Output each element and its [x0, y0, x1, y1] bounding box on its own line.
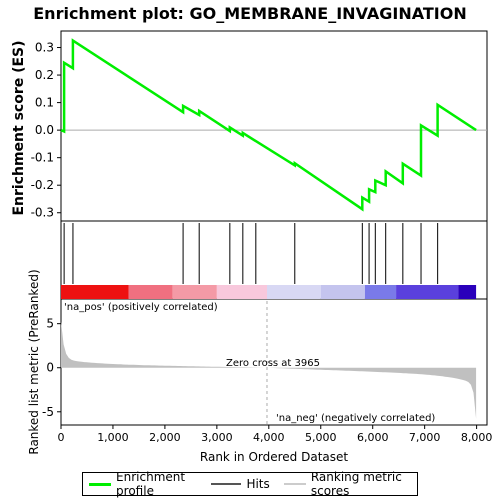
color-bar-segment-4	[267, 285, 321, 299]
ranking-metric-fill	[61, 322, 476, 419]
legend-label-ranking: Ranking metric scores	[311, 470, 409, 498]
legend: Enrichment profile Hits Ranking metric s…	[82, 472, 418, 496]
green-line-icon	[89, 483, 111, 486]
es-y-tick-label-1: -0.2	[31, 178, 54, 192]
color-bar-segment-8	[458, 285, 476, 299]
x-tick-label-5: 5,000	[305, 431, 337, 444]
gray-line-icon	[284, 483, 306, 485]
es-y-axis-ticks: -0.3 -0.2 -0.1 0.0 0.1 0.2 0.3	[31, 41, 61, 220]
x-tick-label-3: 3,000	[201, 431, 233, 444]
x-tick-label-8: 8,000	[461, 431, 493, 444]
legend-item-enrichment: Enrichment profile	[89, 470, 197, 498]
x-tick-label-7: 7,000	[409, 431, 441, 444]
zero-cross-label: Zero cross at 3965	[226, 358, 320, 369]
x-tick-label-0: 0	[58, 431, 65, 444]
black-line-icon	[211, 483, 241, 485]
metric-y-axis-ticks: -5 0 5	[42, 317, 61, 419]
es-y-tick-label-4: 0.1	[35, 96, 54, 110]
es-y-tick-label-6: 0.3	[35, 41, 54, 55]
metric-y-tick-label-0: -5	[42, 405, 54, 419]
x-axis-label: Rank in Ordered Dataset	[200, 450, 348, 464]
legend-label-enrichment: Enrichment profile	[116, 470, 197, 498]
x-tick-label-2: 2,000	[149, 431, 181, 444]
es-y-tick-label-5: 0.2	[35, 68, 54, 82]
enrichment-profile-line	[61, 41, 476, 210]
es-y-axis-label: Enrichment score (ES)	[11, 40, 27, 215]
es-y-tick-label-0: -0.3	[31, 206, 54, 220]
ranking-metric-area	[61, 322, 476, 419]
legend-label-hits: Hits	[246, 477, 269, 491]
metric-y-tick-label-1: 0	[46, 361, 54, 375]
metric-y-axis-label: Ranked list metric (PreRanked)	[27, 269, 41, 454]
hit-markers	[64, 223, 438, 284]
legend-item-hits: Hits	[211, 477, 269, 491]
x-tick-label-1: 1,000	[97, 431, 129, 444]
x-tick-label-6: 6,000	[357, 431, 389, 444]
pos-correlated-label: 'na_pos' (positively correlated)	[64, 302, 218, 313]
x-axis-ticks: 0 1,000 2,000 3,000 4,000 5,000 6,000 7,000 8,00…	[58, 425, 493, 444]
ranking-color-bar	[61, 285, 476, 299]
enrichment-profile-path	[61, 41, 476, 210]
x-tick-label-4: 4,000	[253, 431, 285, 444]
chart-title: Enrichment plot: GO_MEMBRANE_INVAGINATIO…	[33, 4, 466, 23]
metric-y-tick-label-2: 5	[46, 317, 54, 331]
color-bar-segment-5	[321, 285, 365, 299]
neg-correlated-label: 'na_neg' (negatively correlated)	[276, 413, 435, 424]
color-bar-segment-6	[365, 285, 396, 299]
color-bar-segment-2	[173, 285, 217, 299]
es-y-tick-label-3: 0.0	[35, 123, 54, 137]
legend-item-ranking: Ranking metric scores	[284, 470, 409, 498]
es-y-tick-label-2: -0.1	[31, 151, 54, 165]
color-bar-segment-1	[129, 285, 173, 299]
color-bar-segment-0	[61, 285, 129, 299]
color-bar-segment-7	[396, 285, 458, 299]
color-bar-segment-3	[217, 285, 267, 299]
